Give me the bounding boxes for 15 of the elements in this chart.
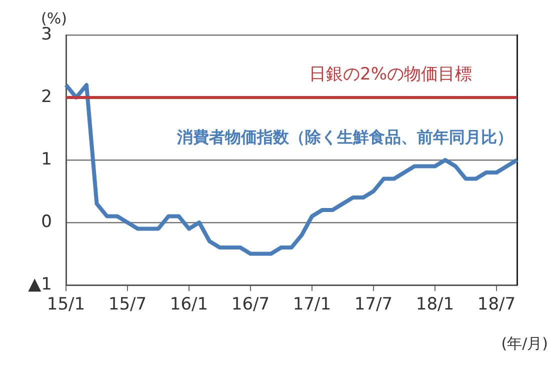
series-label: 消費者物価指数（除く生鮮食品、前年同月比） (176, 127, 513, 146)
x-tick-label: 16/7 (231, 294, 270, 315)
x-tick-label: 17/7 (354, 294, 393, 315)
y-tick-label: ▲1 (28, 274, 52, 294)
x-tick-label: 18/7 (477, 294, 516, 315)
y-tick-label: 2 (41, 86, 52, 107)
x-axis-title: (年/月) (501, 334, 548, 352)
x-tick-label: 18/1 (416, 294, 454, 315)
x-tick-label: 15/1 (46, 294, 86, 315)
ref-line-label: 日銀の2%の物価目標 (309, 64, 472, 84)
y-tick-label: 0 (41, 212, 52, 232)
x-tick-label: 16/1 (170, 294, 208, 315)
x-tick-label: 17/1 (292, 294, 332, 315)
x-tick-label: 15/7 (108, 294, 147, 315)
y-tick-label: 1 (41, 149, 52, 170)
